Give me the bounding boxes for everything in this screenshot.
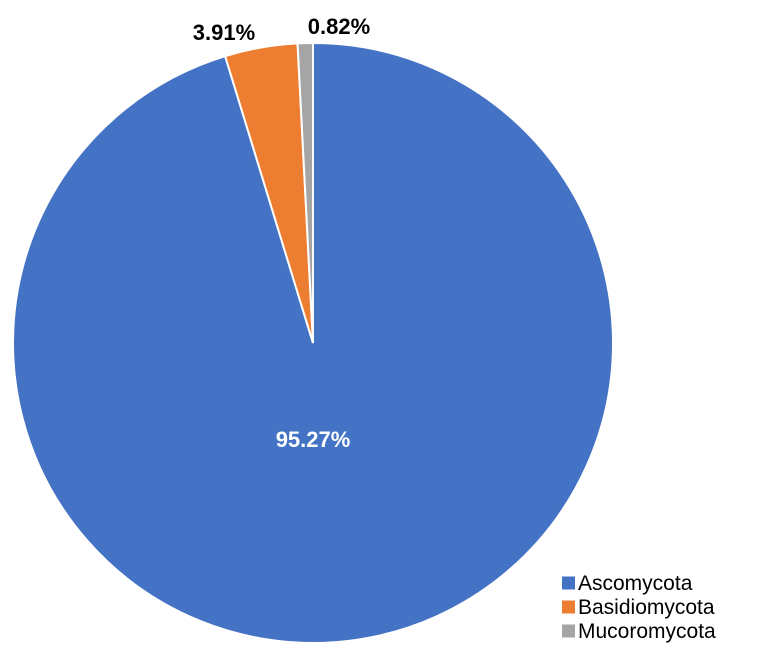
legend-swatch-basidiomycota	[562, 600, 575, 614]
legend-label-mucoromycota: Mucoromycota	[578, 620, 716, 643]
legend-swatch-ascomycota	[562, 576, 575, 590]
legend-swatch-mucoromycota	[562, 624, 575, 638]
legend-label-ascomycota: Ascomycota	[578, 572, 693, 595]
data-label-basidiomycota: 3.91%	[193, 20, 255, 45]
slice-mucoromycota	[296, 41, 314, 344]
legend-label-basidiomycota: Basidiomycota	[578, 596, 715, 619]
data-label-ascomycota: 95.27%	[276, 427, 351, 452]
legend-item-mucoromycota: Mucoromycota	[562, 620, 716, 643]
pie-data-labels: 95.27% 3.91% 0.82%	[193, 14, 370, 452]
pie-slices	[12, 41, 614, 644]
legend-item-ascomycota: Ascomycota	[562, 572, 693, 595]
data-label-mucoromycota: 0.82%	[308, 14, 370, 39]
legend-item-basidiomycota: Basidiomycota	[562, 596, 715, 619]
